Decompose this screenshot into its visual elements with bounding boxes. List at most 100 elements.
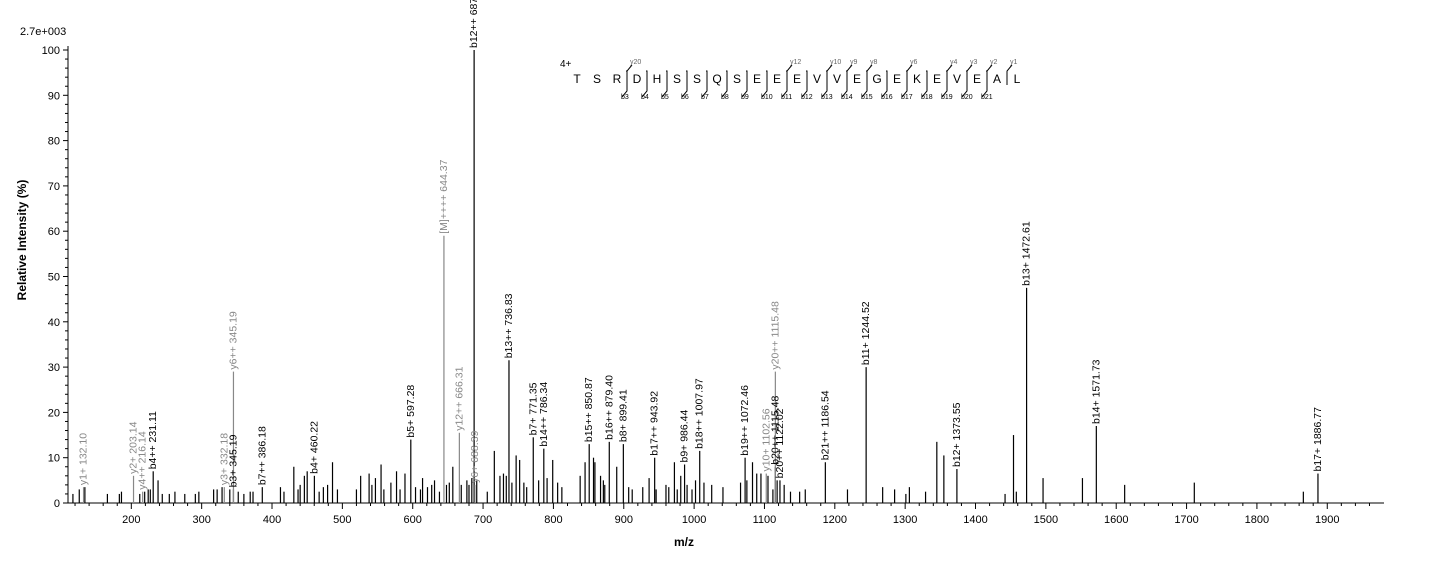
x-tick-label: 600	[404, 514, 422, 526]
sequence-residue: V	[813, 72, 821, 86]
y-ion-index: y20	[630, 59, 641, 66]
y-ion-bracket	[946, 64, 953, 85]
sequence-residue: E	[793, 72, 801, 86]
peak-label: b17+ 1886.77	[1312, 407, 1324, 472]
sequence-residue: V	[833, 72, 841, 86]
peak-label: y3+ 332.18	[218, 433, 230, 485]
peak-label: b20++ 1122.02	[774, 408, 786, 478]
y-ion-index: y10	[830, 59, 841, 66]
b-ion-bracket	[681, 70, 688, 98]
peak-label: b15++ 850.87	[583, 377, 595, 442]
b-ion-index: b19	[941, 94, 953, 101]
sequence-residue: H	[653, 72, 662, 86]
y-ion-index: y2	[990, 59, 998, 66]
b-ion-index: b20	[961, 94, 973, 101]
x-tick-label: 1700	[1174, 514, 1198, 526]
x-tick-label: 400	[263, 514, 281, 526]
x-tick-label: 500	[333, 514, 351, 526]
peak-label: y6++ 345.19	[227, 311, 239, 370]
b-ion-index: b17	[901, 94, 913, 101]
peptide-sequence-map: 4+ T S R D H S S Q S E E E V V E G E K E V E A Lb3 b4 b5 b6 b7 b8 b9…	[560, 59, 1021, 101]
peak-label: b5+ 597.28	[405, 385, 417, 438]
b-ion-index: b4	[641, 94, 649, 101]
y-ion-bracket	[906, 64, 913, 85]
peak-label: b12++ 687.28	[468, 0, 480, 48]
sequence-residue: G	[872, 72, 881, 86]
y-ion-bracket	[826, 64, 833, 85]
b-ion-bracket	[921, 70, 928, 98]
y-ion-bracket	[986, 64, 993, 85]
y-tick-label: 10	[48, 453, 60, 465]
x-tick-label: 900	[615, 514, 633, 526]
x-tick-label: 300	[192, 514, 210, 526]
b-ion-index: b6	[681, 94, 689, 101]
peak-label: b3+ 345.19	[227, 434, 239, 487]
b-ion-index: b16	[881, 94, 893, 101]
y-ion-index: y8	[870, 59, 878, 66]
peak-label: b20++ 1115.48	[769, 396, 781, 465]
y-tick-label: 90	[48, 90, 60, 102]
peak-label: y2+ 203.14	[128, 421, 140, 473]
peak-label: b16++ 879.40	[603, 375, 615, 440]
sequence-residue: D	[633, 72, 642, 86]
b-ion-index: b13	[821, 94, 833, 101]
y-ion-bracket	[966, 64, 973, 85]
peak-label: y6+ 688.39	[469, 430, 481, 482]
peak-label: b13++ 736.83	[503, 293, 515, 358]
peak-label: b13+ 1472.61	[1021, 221, 1033, 286]
y-tick-label: 30	[48, 362, 60, 374]
b-ion-bracket	[881, 70, 888, 98]
sequence-residue: S	[593, 72, 601, 86]
b-ion-index: b21	[981, 94, 993, 101]
precursor-charge: 4+	[560, 59, 572, 70]
peak-label: y4++ 216.14	[137, 431, 149, 490]
y-axis-ticks: 0 10 20 30 40 50 60 70 80 90 100	[42, 45, 68, 510]
y-tick-label: 60	[48, 226, 60, 238]
sequence-residue: R	[613, 72, 622, 86]
sequence-residue: E	[973, 72, 981, 86]
sequence-residue: K	[913, 72, 921, 86]
peak-label: b9+ 986.44	[679, 409, 691, 462]
x-axis-ticks: 200 300 400 500 600 700 800 900 1000 1100 1200 1300…	[74, 503, 1370, 526]
sequence-residue: Q	[712, 72, 721, 86]
sequence-residue: E	[853, 72, 861, 86]
y-tick-label: 20	[48, 407, 60, 419]
y-ion-index: y6	[910, 59, 918, 66]
b-ion-index: b11	[781, 94, 792, 101]
x-tick-label: 1000	[682, 514, 706, 526]
sequence-residue: E	[773, 72, 781, 86]
sequence-residue: S	[693, 72, 701, 86]
x-tick-label: 1300	[893, 514, 917, 526]
peak-label: b14+ 1571.73	[1090, 359, 1102, 424]
b-ion-index: b12	[801, 94, 813, 101]
y-ion-index: y3	[970, 59, 978, 66]
y-ion-bracket	[626, 64, 633, 85]
peak-label: y12++ 666.31	[453, 366, 465, 430]
y-axis-title: Relative Intensity (%)	[15, 180, 29, 301]
y-tick-label: 40	[48, 317, 60, 329]
y-tick-label: 100	[42, 45, 60, 57]
x-tick-label: 1100	[753, 514, 777, 526]
y-tick-label: 70	[48, 181, 60, 193]
x-tick-label: 700	[474, 514, 492, 526]
x-tick-label: 1600	[1104, 514, 1128, 526]
b-ion-index: b10	[761, 94, 773, 101]
b-ion-bracket	[761, 70, 768, 98]
sequence-residue: A	[993, 72, 1001, 86]
b-ion-index: b14	[841, 94, 853, 101]
sequence-residue: V	[953, 72, 961, 86]
y-ion-index: y12	[790, 59, 801, 66]
sequence-residue: L	[1014, 72, 1021, 86]
y-tick-label: 0	[54, 498, 60, 510]
b-ion-index: b7	[701, 94, 709, 101]
peak-label: b21++ 1186.54	[819, 390, 831, 460]
peak-label: b4+ 460.22	[308, 421, 320, 474]
peak-label: b19++ 1072.46	[739, 385, 751, 456]
y-ion-index: y1	[1010, 59, 1018, 66]
x-tick-label: 1200	[823, 514, 847, 526]
y-ion-bracket	[866, 64, 873, 85]
peak-label: y20++ 1115.48	[769, 301, 781, 370]
b-ion-bracket	[701, 70, 708, 98]
peak-label: b12+ 1373.55	[951, 402, 963, 467]
